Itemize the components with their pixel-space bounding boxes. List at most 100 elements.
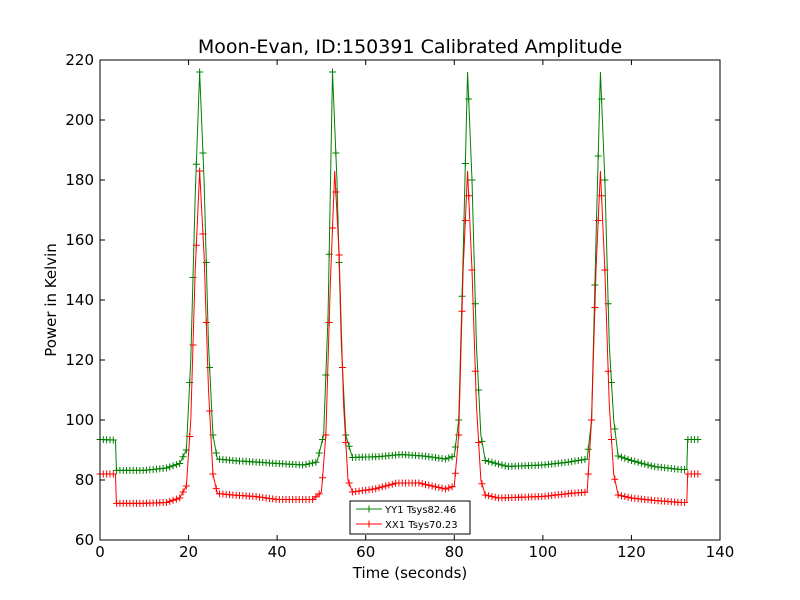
series-marker	[182, 482, 190, 490]
y-axis-label: Power in Kelvin	[42, 243, 60, 357]
series-marker	[372, 485, 380, 493]
series-marker	[422, 481, 429, 488]
series-marker	[109, 470, 117, 478]
legend-label-yy1: YY1 Tsys82.46	[384, 505, 456, 516]
x-axis-ticks: 0 20 40 60 80 100 120 140	[95, 60, 734, 561]
series-marker	[176, 494, 184, 502]
series-marker	[488, 458, 496, 466]
series-marker	[584, 470, 592, 478]
series-marker	[694, 436, 702, 443]
series-marker	[325, 319, 333, 326]
series-marker	[465, 95, 473, 103]
series-marker	[461, 160, 469, 167]
series-marker	[584, 445, 592, 453]
series-marker	[448, 453, 456, 461]
series-marker	[681, 499, 689, 506]
series-marker	[461, 217, 469, 224]
series-marker	[451, 469, 459, 477]
series-marker	[319, 474, 327, 482]
series-marker	[574, 457, 582, 464]
series-marker	[212, 485, 220, 493]
y-tick-label: 140	[65, 291, 94, 309]
series-marker	[309, 459, 317, 467]
series-marker	[598, 192, 606, 200]
series-marker	[588, 416, 596, 424]
series-marker	[332, 149, 340, 157]
series-marker	[315, 449, 323, 457]
series-marker	[468, 176, 476, 184]
series-marker	[478, 437, 486, 445]
series-marker	[491, 493, 499, 501]
series-marker	[571, 457, 579, 465]
series-marker	[179, 453, 187, 461]
series-marker	[169, 496, 177, 504]
series-marker	[431, 483, 439, 491]
series-marker	[604, 367, 612, 375]
series-marker	[611, 475, 619, 483]
series-marker	[614, 491, 622, 499]
y-tick-label: 80	[75, 471, 94, 489]
series-marker	[455, 431, 463, 439]
series-0	[96, 68, 702, 474]
series-marker	[428, 482, 436, 490]
series-marker	[445, 484, 453, 492]
series-marker	[186, 433, 194, 440]
series-marker	[209, 470, 217, 478]
x-tick-label: 120	[617, 543, 646, 561]
series-marker	[176, 460, 184, 467]
series-marker	[617, 492, 625, 500]
series-marker	[485, 492, 493, 500]
series-marker	[591, 304, 599, 311]
series-marker	[465, 192, 473, 200]
series-marker	[641, 460, 649, 468]
series-1	[96, 167, 702, 507]
plot-frame	[99, 59, 721, 541]
series-marker	[581, 488, 589, 496]
series-marker	[481, 491, 489, 499]
series-marker	[501, 462, 509, 470]
x-tick-label: 0	[95, 543, 105, 561]
series-marker	[312, 458, 320, 466]
series-marker	[478, 480, 486, 488]
series-marker	[169, 462, 177, 470]
series-marker	[345, 479, 353, 487]
series-marker	[329, 68, 336, 76]
y-tick-label: 60	[75, 531, 94, 549]
series-marker	[315, 490, 323, 498]
series-marker	[445, 454, 453, 462]
series-marker	[345, 442, 353, 450]
series-marker	[202, 319, 210, 326]
series-marker	[634, 458, 642, 466]
series-marker	[458, 307, 466, 315]
series-marker	[471, 367, 479, 375]
series-marker	[305, 460, 313, 468]
series-marker	[179, 488, 187, 496]
series-marker	[441, 485, 449, 493]
series-marker	[332, 188, 340, 196]
series-marker	[172, 461, 180, 469]
series-marker	[385, 481, 393, 489]
series-marker	[375, 484, 383, 492]
series-marker	[498, 461, 506, 469]
series-layer	[96, 68, 702, 507]
series-marker	[601, 266, 609, 274]
series-marker	[608, 379, 615, 386]
series-marker	[388, 480, 396, 488]
series-marker	[594, 152, 602, 160]
series-marker	[302, 461, 310, 468]
series-marker	[598, 95, 606, 103]
y-tick-label: 100	[65, 411, 94, 429]
y-tick-label: 180	[65, 171, 94, 189]
series-marker	[624, 455, 632, 463]
series-marker	[335, 251, 343, 259]
series-marker	[475, 439, 483, 446]
series-marker	[192, 160, 200, 168]
series-marker	[435, 484, 443, 491]
series-marker	[495, 460, 503, 468]
series-marker	[608, 436, 615, 443]
series-marker	[644, 461, 652, 469]
series-marker	[611, 425, 619, 433]
series-marker	[594, 217, 602, 224]
series-marker	[199, 149, 207, 157]
chart-title: Moon-Evan, ID:150391 Calibrated Amplitud…	[198, 36, 622, 58]
